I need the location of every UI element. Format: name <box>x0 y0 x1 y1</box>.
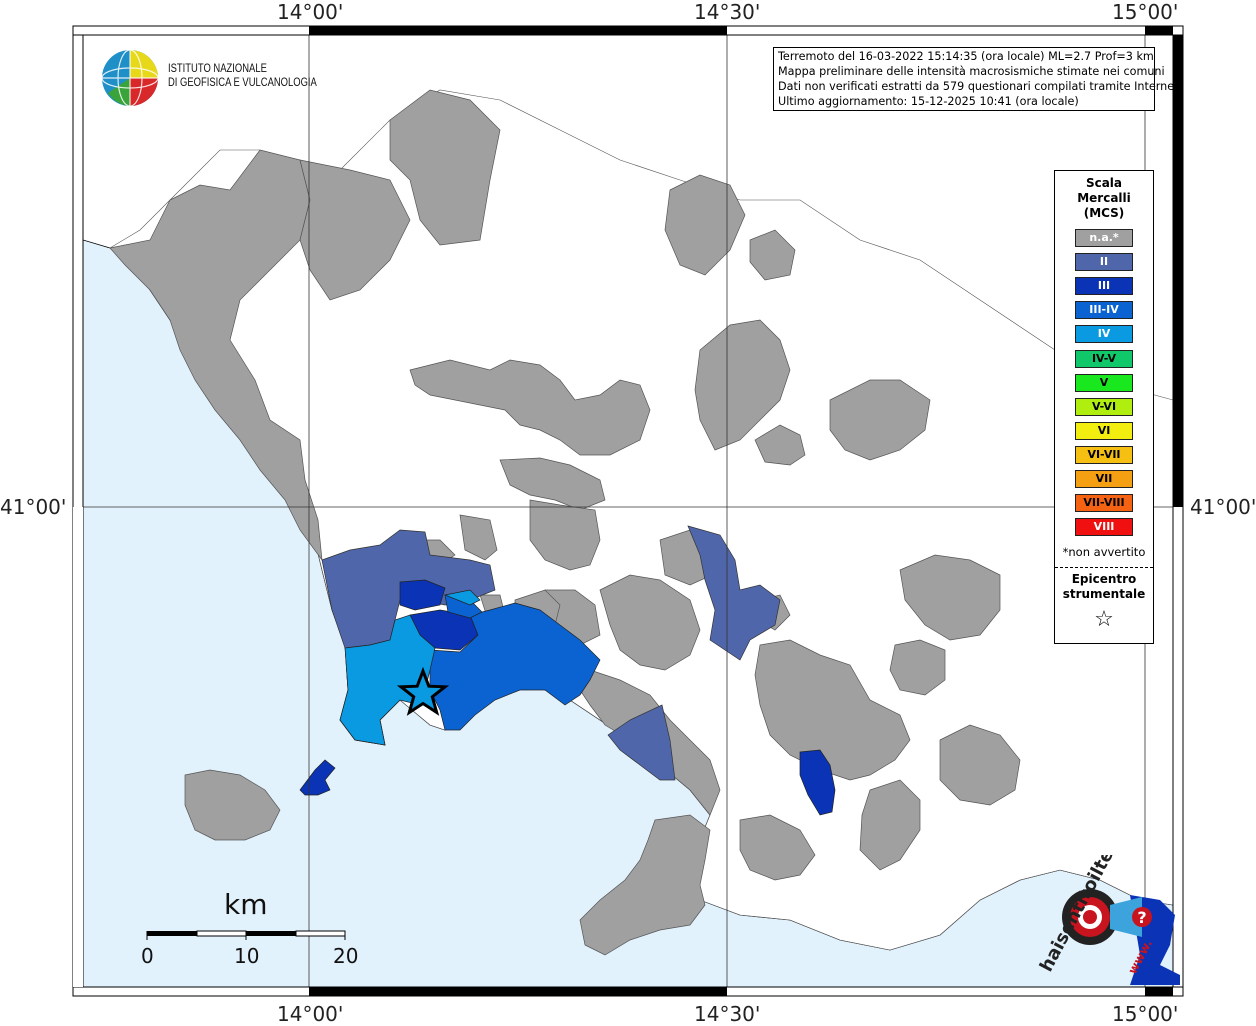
legend-swatch-1: n.a.* <box>1075 229 1133 247</box>
scale-bar <box>146 930 346 940</box>
info-line-4: Ultimo aggiornamento: 15-12-2025 10:41 (… <box>778 95 1079 108</box>
scale-unit: km <box>224 888 268 921</box>
legend-swatch-12: VII-VIII <box>1075 494 1133 513</box>
coord-bottom-14-00: 14°00' <box>277 1002 344 1026</box>
mcs-legend: Scala Mercalli (MCS) n.a.* II III III-IV IV I… <box>1054 170 1154 644</box>
info-line-1: Terremoto del 16-03-2022 15:14:35 (ora l… <box>778 50 1154 63</box>
coord-left-41-00: 41°00' <box>0 495 67 519</box>
svg-text:?: ? <box>1137 908 1146 927</box>
scale-tick-0: 0 <box>141 944 154 968</box>
legend-swatch-10: VI-VII <box>1075 445 1133 464</box>
coord-top-14-00: 14°00' <box>277 0 344 24</box>
legend-title-3: (MCS) <box>1083 206 1125 220</box>
coord-top-15-00: 15°00' <box>1112 0 1179 24</box>
legend-swatch-5: IV <box>1075 325 1133 344</box>
municipalities-intensity-iv <box>339 589 481 746</box>
legend-swatch-2: II <box>1075 253 1133 272</box>
legend-swatch-6: IV-V <box>1075 349 1133 368</box>
logo-line-1: ISTITUTO NAZIONALE <box>168 63 267 75</box>
legend-swatch-3: III <box>1075 277 1133 296</box>
municipalities-na <box>109 89 1021 956</box>
coord-top-14-30: 14°30' <box>694 0 761 24</box>
scale-tick-20: 20 <box>333 944 359 968</box>
legend-swatch-8: V-VI <box>1075 397 1133 416</box>
legend-swatch-13: VIII <box>1075 518 1133 537</box>
coord-bottom-15-00: 15°00' <box>1112 1002 1179 1026</box>
haisentito-target-icon: ? haisentitoilterremoto.it www. <box>1036 754 1180 985</box>
scale-tick-10: 10 <box>234 944 260 968</box>
info-line-2: Mappa preliminare delle intensità macros… <box>778 65 1165 78</box>
frame-bars <box>72 25 1184 997</box>
legend-swatch-9: VI <box>1075 421 1133 440</box>
event-info-box: Terremoto del 16-03-2022 15:14:35 (ora l… <box>773 47 1183 111</box>
info-line-3: Dati non verificati estratti da 579 ques… <box>778 80 1183 93</box>
legend-note: *non avvertito <box>1062 545 1146 559</box>
legend-title-1: Scala <box>1085 176 1123 190</box>
legend-epicenter-2: strumentale <box>1062 587 1146 601</box>
globe-icon <box>101 49 159 107</box>
legend-swatch-7: V <box>1075 373 1133 392</box>
legend-divider <box>1055 567 1153 568</box>
coord-bottom-14-30: 14°30' <box>694 1002 761 1026</box>
legend-epicenter-1: Epicentro <box>1071 572 1137 586</box>
logo-line-2: DI GEOFISICA E VULCANOLOGIA <box>168 77 317 89</box>
municipalities-intensity-iii-iv <box>429 594 601 731</box>
haisentito-logo: ? haisentitoilterremoto.it www. <box>1030 754 1180 985</box>
legend-swatch-4: III-IV <box>1075 301 1133 320</box>
coord-right-41-00: 41°00' <box>1190 495 1256 519</box>
legend-swatch-11: VII <box>1075 470 1133 488</box>
legend-epicenter-star-icon: ☆ <box>1094 607 1114 632</box>
ingv-logo: ISTITUTO NAZIONALE DI GEOFISICA E VULCAN… <box>100 48 320 110</box>
legend-title-2: Mercalli <box>1077 191 1131 205</box>
epicenter-star <box>396 666 450 716</box>
